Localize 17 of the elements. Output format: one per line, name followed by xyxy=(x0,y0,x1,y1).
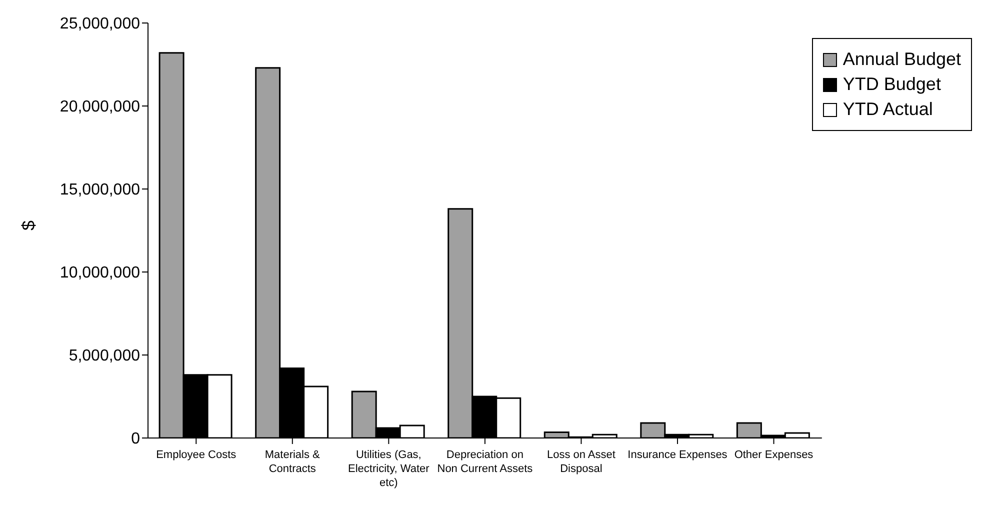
x-tick-label: Utilities (Gas, Electricity, Water etc) xyxy=(348,449,430,489)
y-tick-label: 0 xyxy=(131,430,140,448)
x-tick-label: Employee Costs xyxy=(156,449,237,461)
x-tick-label: Loss on Asset Disposal xyxy=(546,449,616,475)
legend-label: YTD Budget xyxy=(842,74,941,95)
y-axis-title: $ xyxy=(18,220,38,230)
y-tick-label: 15,000,000 xyxy=(60,182,140,199)
y-tick-label: 20,000,000 xyxy=(60,98,140,116)
y-tick-label: 25,000,000 xyxy=(60,16,140,33)
y-tick-label: 10,000,000 xyxy=(60,264,140,282)
legend-label: YTD Actual xyxy=(842,99,933,120)
y-tick-label: 5,000,000 xyxy=(68,348,140,365)
legend-label: Annual Budget xyxy=(842,49,961,70)
x-tick-label: Depreciation on Non Current Assets xyxy=(437,449,534,475)
x-tick-label: Other Expenses xyxy=(734,449,814,461)
x-tick-label: Insurance Expenses xyxy=(628,449,728,461)
x-tick-label: Materials & Contracts xyxy=(264,449,321,475)
